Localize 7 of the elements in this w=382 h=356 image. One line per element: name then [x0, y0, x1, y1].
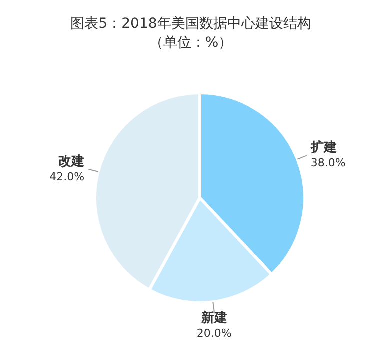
slice-label: 新建 — [200, 310, 228, 326]
chart-title: 图表5：2018年美国数据中心建设结构（单位：%） — [70, 16, 312, 51]
data-label: 42.0% — [50, 170, 85, 184]
slice-label: 扩建 — [310, 140, 337, 156]
data-label: 38.0% — [310, 156, 346, 170]
slice-label: 改建 — [58, 154, 85, 170]
data-label: 20.0% — [196, 327, 232, 340]
